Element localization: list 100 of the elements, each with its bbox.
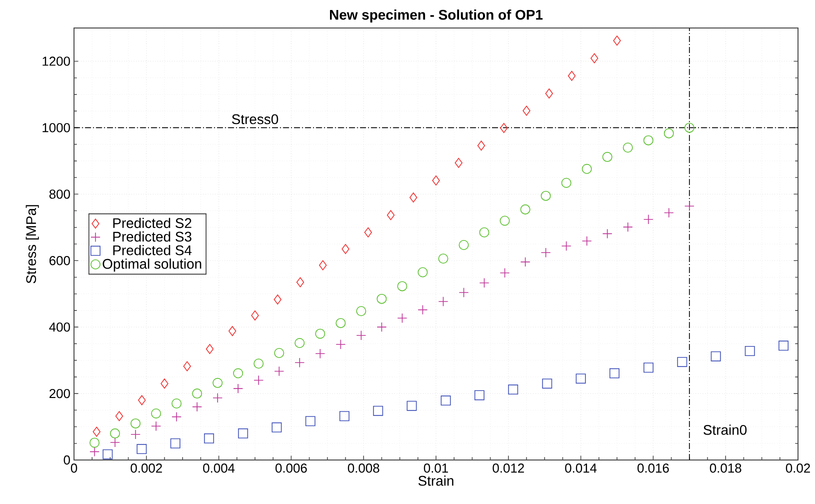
point	[684, 122, 694, 133]
point	[561, 178, 572, 188]
point	[294, 338, 305, 348]
point	[315, 348, 326, 359]
point	[522, 106, 530, 116]
x-tick-label: 0.016	[638, 464, 669, 473]
point	[418, 267, 428, 278]
point	[432, 176, 440, 186]
point	[364, 227, 372, 238]
point	[151, 421, 162, 432]
point	[373, 406, 384, 416]
point	[684, 201, 694, 212]
point	[644, 362, 654, 373]
point	[272, 422, 282, 432]
point	[170, 438, 180, 448]
chart-title: New specimen - Solution of OP1	[330, 9, 543, 22]
point	[183, 361, 191, 372]
legend-label: Predicted S2	[113, 218, 192, 228]
point	[115, 411, 124, 422]
y-axis-title: Stress [MPa]	[26, 205, 39, 284]
y-tick-label: 600	[50, 256, 70, 266]
point	[418, 304, 428, 315]
point	[130, 429, 141, 440]
x-axis-title: Strain	[418, 476, 454, 486]
point	[376, 294, 387, 304]
point	[458, 288, 469, 298]
point	[545, 88, 553, 98]
point	[397, 281, 408, 292]
y-tick-label: 400	[49, 322, 70, 332]
x-tick-label: 0.006	[275, 464, 307, 473]
point	[540, 248, 551, 258]
point	[376, 322, 387, 332]
point	[130, 418, 141, 428]
point	[744, 346, 755, 356]
point	[151, 408, 162, 418]
point	[778, 340, 789, 351]
point	[233, 368, 244, 378]
point	[677, 356, 688, 367]
legend-label: Predicted S3	[113, 231, 192, 242]
ref-line-label: Strain0	[704, 424, 747, 435]
ref-line-label: Stress0	[232, 114, 278, 124]
point	[110, 437, 120, 448]
point	[643, 214, 654, 224]
point	[542, 378, 552, 389]
point	[92, 426, 100, 437]
point	[500, 123, 508, 134]
point	[410, 192, 418, 202]
point	[228, 326, 236, 336]
point	[664, 128, 674, 138]
point	[590, 53, 598, 64]
point	[90, 438, 100, 448]
x-tick-label: 0.018	[710, 464, 742, 473]
point	[274, 366, 284, 376]
point	[336, 318, 346, 328]
point	[500, 268, 510, 278]
legend-label: Optimal solution	[102, 258, 202, 272]
point	[643, 135, 654, 146]
point	[305, 416, 316, 426]
point	[479, 278, 490, 288]
y-tick-label: 1000	[42, 123, 70, 132]
point	[294, 358, 305, 368]
x-tick-label: 0.014	[565, 464, 597, 473]
point	[664, 208, 674, 218]
point	[90, 446, 100, 457]
point	[406, 400, 417, 411]
point	[454, 158, 462, 168]
point	[710, 351, 721, 362]
point	[438, 254, 448, 264]
point	[339, 411, 350, 422]
x-tick-label: 0.01	[424, 464, 448, 473]
point	[508, 384, 518, 395]
point	[602, 228, 612, 239]
point	[315, 328, 326, 339]
point	[500, 216, 510, 226]
point	[602, 152, 612, 162]
point	[520, 256, 530, 267]
point	[520, 204, 530, 214]
point	[212, 392, 223, 403]
point	[613, 36, 621, 46]
point	[251, 310, 259, 320]
point	[296, 277, 304, 288]
point	[622, 142, 633, 153]
point	[609, 368, 620, 378]
y-tick-label: 800	[49, 190, 70, 199]
x-tick-label: 0.008	[348, 464, 380, 473]
point	[319, 260, 327, 270]
y-tick-label: 1200	[42, 56, 70, 66]
point	[582, 164, 592, 174]
point	[102, 449, 113, 460]
point	[206, 344, 214, 354]
legend-label: Predicted S4	[113, 244, 192, 256]
point	[172, 412, 182, 422]
point	[438, 296, 448, 306]
point	[356, 306, 366, 316]
point	[397, 313, 408, 324]
point	[479, 227, 490, 238]
point	[561, 240, 572, 251]
point	[568, 70, 576, 81]
y-tick-label: 200	[50, 388, 70, 398]
point	[274, 294, 282, 304]
